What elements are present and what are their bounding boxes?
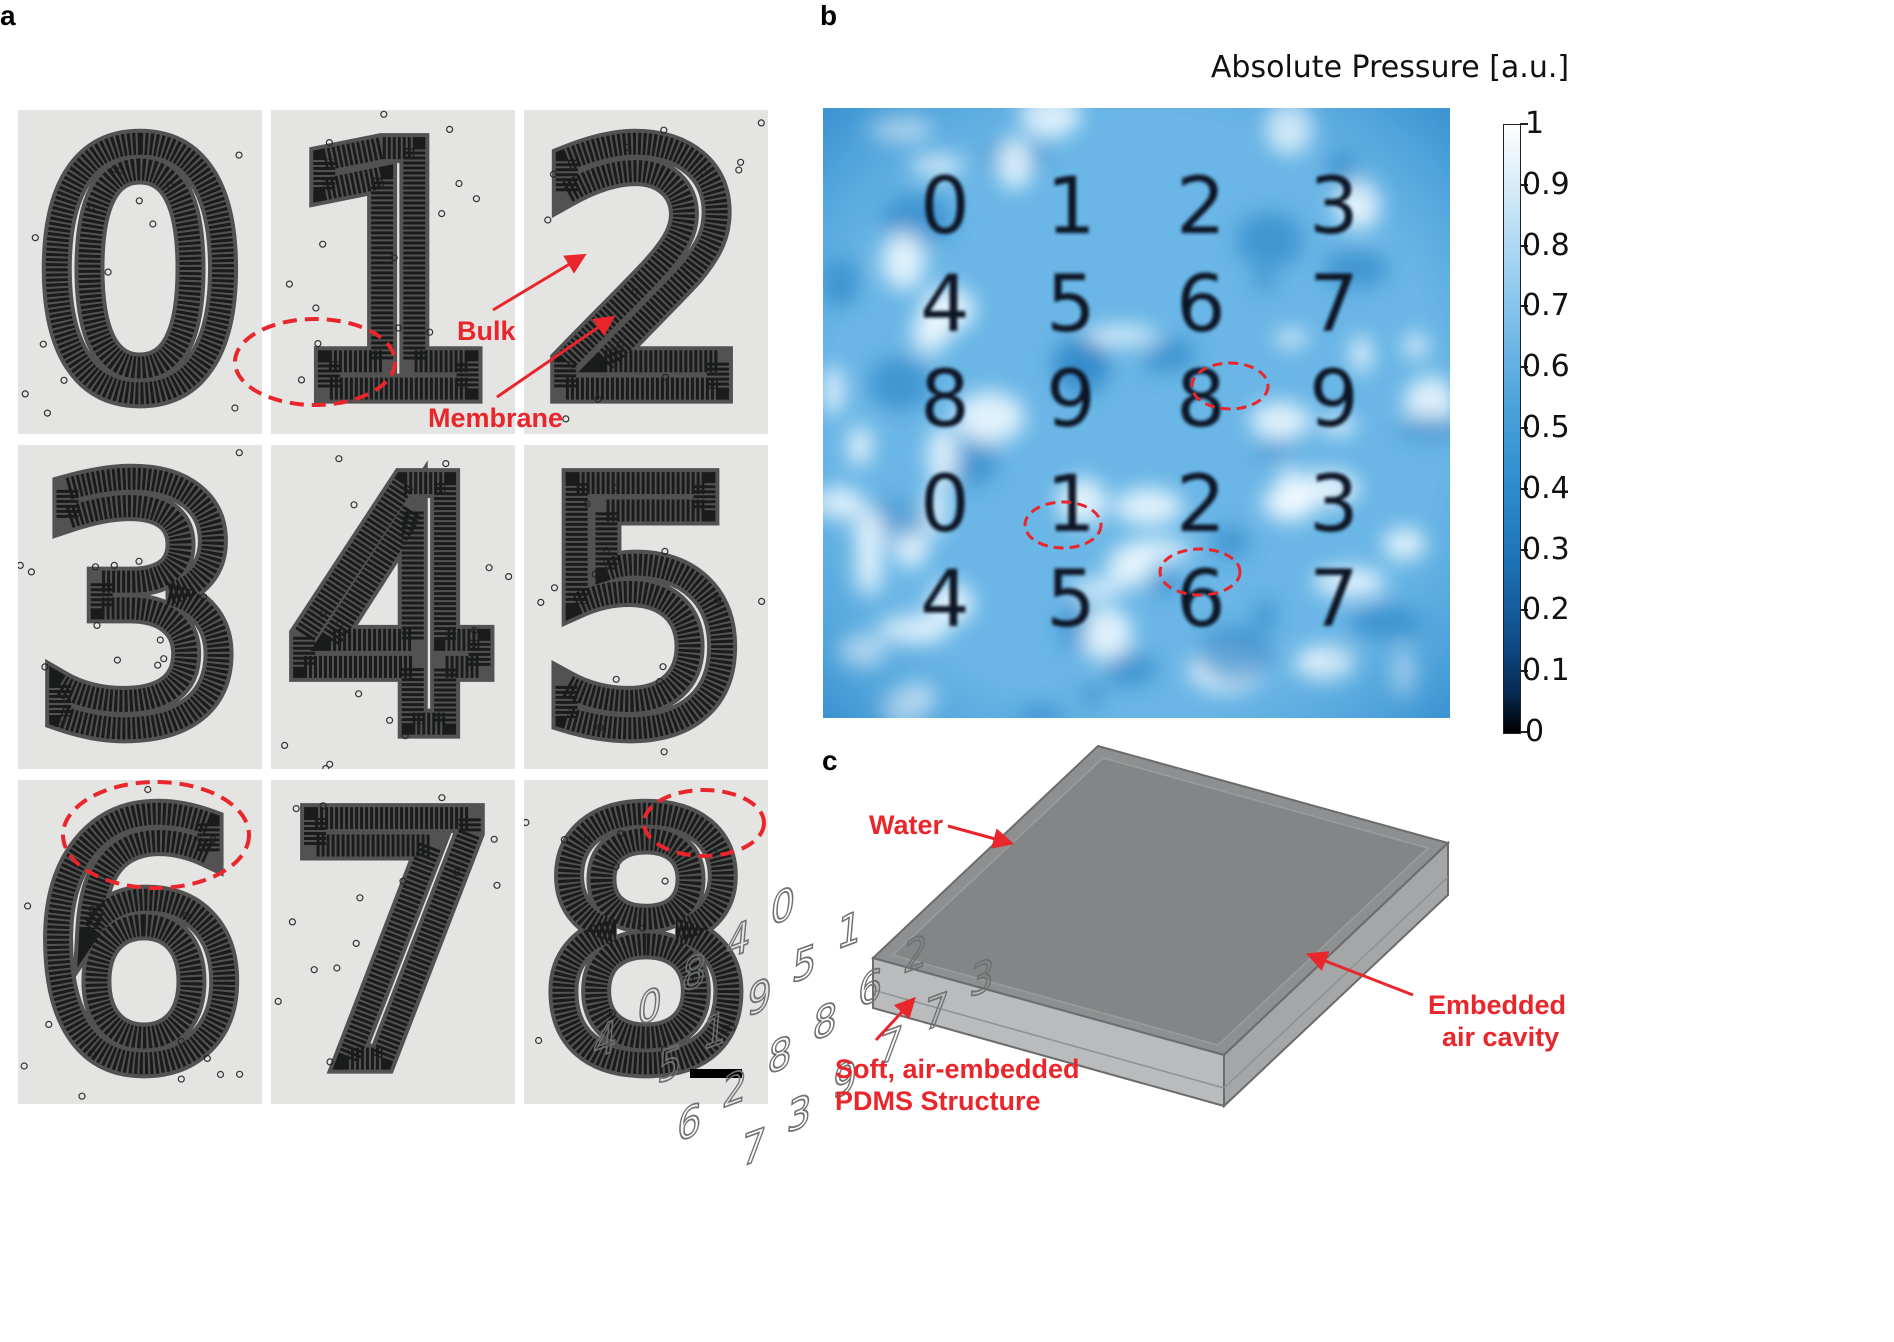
pressure-digit: 6 xyxy=(1176,555,1226,645)
colorbar-tick-label: 0.5 xyxy=(1522,410,1570,445)
bubble-digit: 0 xyxy=(35,110,245,434)
slab-cavity-digit: 5 xyxy=(790,934,818,994)
soft-label-line2: PDMS Structure xyxy=(835,1086,1041,1116)
colorbar-tick-label: 0.9 xyxy=(1522,166,1570,202)
panel-c-letter: c xyxy=(822,745,838,776)
bubble-digit: 2 xyxy=(541,110,751,434)
colorbar-tick-mark xyxy=(1520,731,1528,733)
colorbar-tick-mark xyxy=(1520,123,1528,125)
colorbar-tick-mark xyxy=(1520,609,1528,612)
bubble-digit: 5 xyxy=(541,445,751,769)
colorbar-tick-mark xyxy=(1520,183,1528,186)
embedded-label-line1: Embedded xyxy=(1428,990,1567,1020)
bubble-digit: 6 xyxy=(35,780,245,1104)
bubble-digit: 4 xyxy=(288,445,498,769)
bubble-digit: 3 xyxy=(35,445,245,769)
pressure-digit: 0 xyxy=(920,460,970,550)
colorbar-tick-mark xyxy=(1520,670,1528,673)
pressure-digit: 3 xyxy=(1309,162,1359,252)
pressure-digit: 5 xyxy=(1046,555,1096,645)
slab-side-face xyxy=(1223,840,1449,1109)
colorbar-tick-mark xyxy=(1520,487,1528,490)
pressure-plot-title: Absolute Pressure [a.u.] xyxy=(1210,50,1570,85)
colorbar-tick-mark xyxy=(1520,366,1528,369)
colorbar-tick-mark xyxy=(1520,548,1528,551)
pressure-digit: 7 xyxy=(1309,555,1359,645)
pressure-highlight-ellipse xyxy=(1023,500,1103,550)
panel-a-letter: a xyxy=(0,0,16,31)
slab-cavity-digit: 3 xyxy=(968,948,996,1008)
slab-cavity-digit: 8 xyxy=(811,992,839,1052)
pressure-highlight-ellipse xyxy=(1190,361,1270,411)
bubble-digit: 0 xyxy=(35,110,245,434)
water-arrow xyxy=(947,824,1015,849)
slab-cavity-digit: 7 xyxy=(922,982,950,1042)
pressure-digit: 8 xyxy=(920,355,970,445)
pressure-digit: 7 xyxy=(1309,260,1359,350)
colorbar-tick-label: 0.4 xyxy=(1522,470,1570,506)
colorbar-tick-mark xyxy=(1520,305,1528,308)
colorbar-tick-label: 0.7 xyxy=(1522,288,1570,324)
pressure-digit: 2 xyxy=(1176,162,1226,252)
colorbar-tick-label: 1 xyxy=(1525,106,1545,141)
bubble-digit: 7 xyxy=(288,780,498,1104)
bubble-digit: 7 xyxy=(288,780,498,1104)
membrane-label: Membrane xyxy=(428,403,564,433)
embedded-label-line2: air cavity xyxy=(1442,1022,1560,1052)
pressure-digit: 9 xyxy=(1309,355,1359,445)
pdms-arrow xyxy=(874,996,916,1042)
slab-cavity-digit: 8 xyxy=(766,1025,794,1085)
pressure-digit: 0 xyxy=(920,162,970,252)
colorbar-tick-mark xyxy=(1520,427,1528,429)
slab-water-rim xyxy=(891,757,1430,1046)
pressure-digit: 9 xyxy=(1046,355,1096,445)
pressure-digit: 1 xyxy=(1046,162,1096,252)
slab-cavity-digit: 0 xyxy=(769,876,797,936)
pressure-digit: 8 xyxy=(1176,355,1226,445)
soft-label-line1: Soft, air-embedded xyxy=(835,1054,1080,1084)
pressure-digit: 1 xyxy=(1046,460,1096,550)
bubble-digit: 5 xyxy=(541,445,751,769)
slab-cavity-digit: 7 xyxy=(740,1117,768,1177)
bubble-digit: 1 xyxy=(288,110,498,434)
colorbar-tick-label: 0.6 xyxy=(1522,349,1570,385)
cavity-arrow xyxy=(1306,951,1414,997)
bubble-digit: 3 xyxy=(35,445,245,769)
colorbar-tick-label: 0.8 xyxy=(1522,227,1570,263)
panel-b-letter: b xyxy=(820,0,838,31)
bulk-label: Bulk xyxy=(457,316,516,346)
bubble-digit: 4 xyxy=(288,445,498,769)
colorbar-tick-mark xyxy=(1520,244,1528,247)
pressure-digit: 4 xyxy=(920,555,970,645)
pressure-digit: 2 xyxy=(1176,460,1226,550)
slab-cavity-digit: 2 xyxy=(901,924,929,984)
slab-top-face xyxy=(871,744,1450,1057)
slab-cavity-digit: 3 xyxy=(785,1084,813,1144)
pressure-digit: 3 xyxy=(1309,460,1359,550)
slab-cavity-digit: 6 xyxy=(856,958,884,1018)
pressure-digit: 4 xyxy=(920,260,970,350)
colorbar-tick-label: 0.1 xyxy=(1522,653,1570,689)
slab-cavity-digit: 1 xyxy=(835,900,863,960)
water-label: Water xyxy=(869,810,944,840)
pressure-highlight-ellipse xyxy=(1158,547,1242,597)
colorbar-tick-label: 0.2 xyxy=(1522,592,1570,628)
pressure-map: 0 1 2 34 5 6 78 9 8 90 1 2 34 5 6 7 xyxy=(823,108,1450,718)
bubble-digit: 8 xyxy=(541,780,751,1104)
pressure-digit: 5 xyxy=(1046,260,1096,350)
pressure-digit: 6 xyxy=(1176,260,1226,350)
colorbar-tick-label: 0 xyxy=(1525,714,1545,749)
colorbar xyxy=(1503,124,1521,734)
colorbar-tick-label: 0.3 xyxy=(1522,531,1570,567)
